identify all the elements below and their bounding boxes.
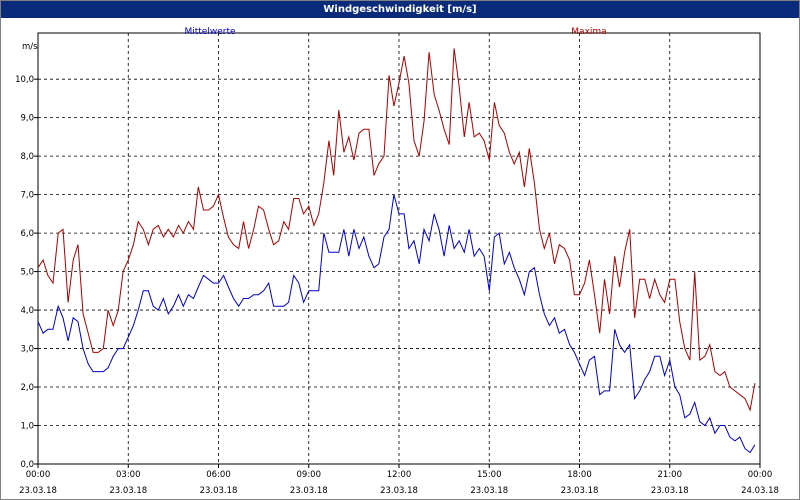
y-tick-label: 4,0 [20, 306, 34, 316]
y-axis-ticks: 0,0 1,0 2,0 3,0 4,0 5,0 6,0 7,0 8,0 9,0 10,0 [15, 75, 38, 470]
chart-title: Windgeschwindigkeit [m/s] [1, 1, 799, 18]
x-tick-date: 23.03.18 [109, 486, 147, 496]
y-tick-label: 6,0 [20, 229, 34, 239]
x-tick-time: 18:00 [567, 470, 592, 480]
x-tick-date: 23.03.18 [561, 486, 599, 496]
legend-maxima: Maxima [571, 27, 606, 37]
series-line-mittelwerte [37, 194, 756, 454]
x-tick-time: 00:00 [26, 470, 51, 480]
y-axis-unit-label: m/s [22, 42, 38, 52]
x-tick-time: 15:00 [477, 470, 502, 480]
y-tick-label: 9,0 [20, 114, 34, 124]
x-tick-date: 23.03.18 [651, 486, 689, 496]
x-tick-time: 09:00 [297, 470, 322, 480]
x-axis-ticks: 00:00 23.03.18 03:00 23.03.18 06:00 23.03.18 0… [19, 464, 779, 496]
x-tick-date: 23.03.18 [380, 486, 418, 496]
series-lines [37, 48, 756, 454]
y-tick-label: 2,0 [20, 383, 34, 393]
y-tick-label: 10,0 [15, 75, 34, 85]
x-tick-date: 23.03.18 [200, 486, 238, 496]
grid-lines [38, 33, 760, 465]
y-tick-label: 8,0 [20, 152, 34, 162]
legend-mittelwerte: Mittelwerte [184, 27, 235, 37]
x-tick-time: 00:00 [748, 470, 773, 480]
y-tick-label: 3,0 [20, 345, 34, 355]
x-tick-date: 23.03.18 [290, 486, 328, 496]
x-tick-time: 03:00 [116, 470, 141, 480]
y-tick-label: 7,0 [20, 191, 34, 201]
series-line-maxima [37, 48, 756, 412]
x-tick-date: 23.03.18 [19, 486, 57, 496]
x-tick-time: 21:00 [658, 470, 683, 480]
y-tick-label: 5,0 [20, 268, 34, 278]
y-tick-label: 0,0 [20, 460, 34, 470]
x-tick-time: 06:00 [206, 470, 231, 480]
y-tick-label: 1,0 [20, 422, 34, 432]
x-tick-date: 23.03.18 [470, 486, 508, 496]
x-tick-time: 12:00 [387, 470, 412, 480]
x-tick-date: 24.03.18 [741, 486, 779, 496]
